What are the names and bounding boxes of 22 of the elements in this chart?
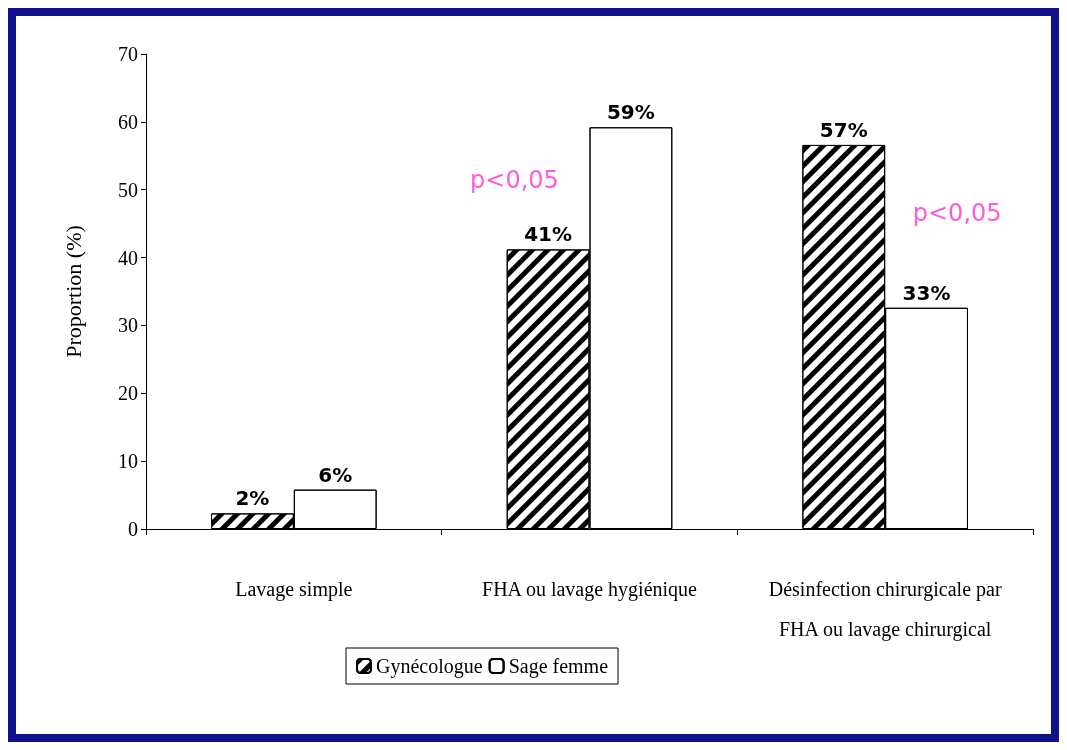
data-label: 33% [902, 280, 951, 305]
annotation: p<0,05 [912, 199, 1002, 228]
data-label: 59% [606, 100, 655, 125]
x-tick-label: FHA ou lavage hygiénique [482, 578, 698, 601]
y-tick-label: 40 [118, 246, 138, 269]
y-tick-label: 60 [118, 110, 138, 133]
x-tick-label: Désinfection chirurgicale par FHA ou lavage chirurgical [768, 578, 1002, 641]
y-axis-title: Proportion (%) [60, 225, 86, 358]
data-label: 41% [524, 222, 573, 247]
y-tick-label: 0 [128, 518, 138, 540]
legend-label: Sage femme [508, 655, 609, 678]
y-tick-label: 10 [118, 450, 138, 473]
legend-label: Gynécologue [376, 655, 483, 678]
data-label: 6% [318, 462, 353, 487]
x-tick-label: Lavage simple [235, 578, 353, 601]
y-tick-label: 30 [118, 314, 138, 337]
data-label: 57% [819, 117, 868, 142]
y-tick-label: 70 [118, 43, 138, 65]
annotation: p<0,05 [470, 165, 559, 194]
y-tick-label: 50 [118, 178, 138, 201]
data-label: 2% [235, 486, 270, 511]
y-tick-label: 20 [118, 382, 138, 405]
